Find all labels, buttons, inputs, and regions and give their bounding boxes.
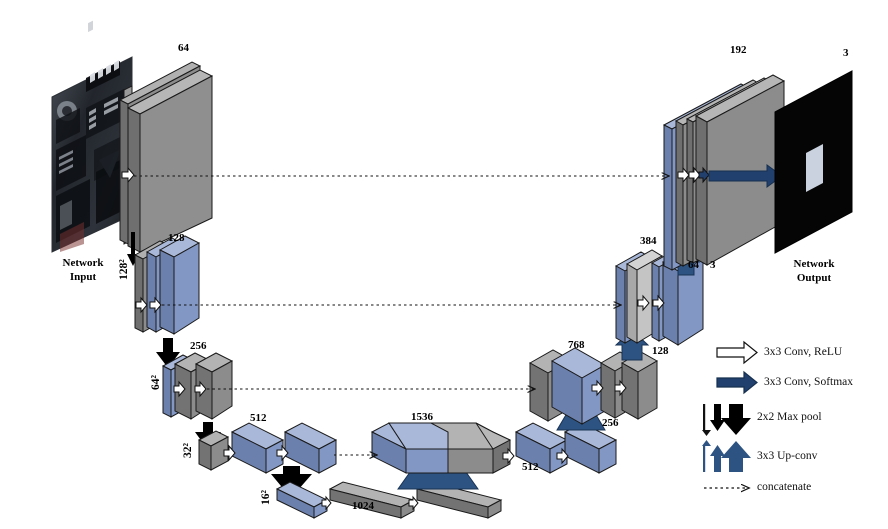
conv-arrow-512-b — [276, 444, 289, 462]
label-channels-64: 64 — [178, 42, 189, 54]
conv-arrow-384-b — [652, 294, 665, 312]
decoder-block-384 — [614, 247, 704, 346]
legend-label-conv-softmax: 3x3 Conv, Softmax — [764, 376, 854, 388]
legend-label-concatenate: concatenate — [757, 481, 812, 493]
conv-arrow-1024-a — [321, 495, 332, 511]
legend-label-conv-relu: 3x3 Conv, ReLU — [764, 346, 843, 358]
network-output-label-line2: Output — [796, 271, 832, 284]
label-resolution-32: 32² — [182, 443, 194, 458]
encoder-block-128 — [133, 235, 201, 335]
label-channels-1536: 1536 — [411, 411, 433, 423]
legend-white-right-arrow-icon — [716, 340, 758, 365]
decoder-block-768 — [528, 347, 659, 425]
legend-label-upconv: 3x3 Up-conv — [757, 450, 818, 462]
network-input-label-line2: Input — [69, 270, 97, 283]
label-resolution-128: 128² — [118, 259, 130, 280]
network-input-image — [51, 20, 133, 253]
conv-arrow-768-b — [614, 379, 627, 397]
maxpool-arrow-4 — [271, 466, 312, 498]
label-resolution-16: 16² — [260, 490, 272, 505]
conv-arrow-384-a — [637, 294, 650, 312]
label-channels-384: 384 — [640, 235, 657, 247]
label-channels-1024: 1024 — [352, 500, 374, 512]
label-upconv-128: 128 — [652, 345, 669, 357]
label-upconv-256: 256 — [602, 417, 619, 429]
conv-arrow-192-b — [688, 166, 701, 184]
label-channels-768: 768 — [568, 339, 585, 351]
conv-arrow-64 — [121, 166, 135, 184]
network-output-label: Network Output — [778, 258, 850, 286]
maxpool-arrow-2 — [156, 338, 180, 368]
conv-arrow-1536 — [502, 447, 515, 465]
conv-arrow-1024-b — [408, 495, 419, 511]
conv-arrow-128-b — [149, 296, 162, 314]
label-channels-192: 192 — [730, 44, 747, 56]
conv-arrow-256-b — [194, 380, 207, 398]
network-input-label-line1: Network — [62, 257, 104, 269]
legend-black-down-arrow-icon — [702, 404, 751, 436]
label-channels-512: 512 — [250, 412, 267, 424]
label-upconv-64: 64 — [688, 259, 699, 271]
label-upconv-512: 512 — [522, 461, 539, 473]
legend-blue-up-arrow-icon — [702, 440, 751, 472]
conv-arrow-768-a — [591, 379, 604, 397]
conv-arrow-512-a — [223, 444, 236, 462]
legend-label-maxpool: 2x2 Max pool — [757, 411, 822, 423]
network-input-label: Network Input — [48, 257, 118, 285]
decoder-block-512-right — [514, 422, 618, 474]
label-channels-256: 256 — [190, 340, 207, 352]
label-channels-3-top: 3 — [843, 47, 849, 59]
encoder-block-64 — [118, 61, 214, 253]
legend-navy-right-arrow-icon — [716, 370, 758, 395]
softmax-arrow-head-small — [698, 166, 710, 184]
conv-arrow-512-right — [556, 447, 569, 465]
decoder-block-1536 — [370, 422, 512, 474]
conv-arrow-192-a — [677, 166, 690, 184]
conv-arrow-128-a — [135, 296, 148, 314]
encoder-block-512 — [197, 422, 338, 474]
network-output-label-line1: Network — [793, 258, 835, 270]
label-resolution-64: 64² — [150, 375, 162, 390]
label-output-channels-3: 3 — [710, 259, 716, 271]
conv-arrow-256-a — [173, 380, 186, 398]
label-channels-128: 128 — [168, 232, 185, 244]
network-output-image — [774, 70, 853, 254]
